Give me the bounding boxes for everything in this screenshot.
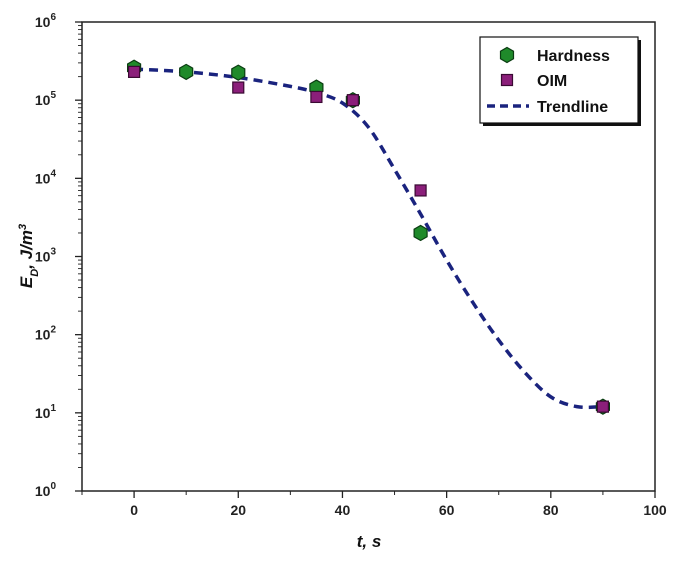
y-tick-label: 102 [35,325,57,343]
y-tick-label: 100 [35,481,57,499]
legend-label: Trendline [537,99,608,116]
x-tick-label: 0 [130,502,138,518]
x-tick-label: 80 [543,502,559,518]
axis-ticks: 0 20 40 60 80 100 100 101 102 103 104 105 106 [35,12,667,518]
y-tick-label: 105 [35,90,57,108]
oim-point [414,184,427,197]
x-tick-label: 60 [439,502,455,518]
x-tick-label: 100 [643,502,667,518]
oim-point [310,90,323,104]
trendline-curve [133,67,603,410]
legend-label: Hardness [537,48,610,65]
x-axis-title: t, s [357,532,382,551]
legend-hardness-symbol [499,46,515,64]
x-tick-label: 40 [335,502,351,518]
x-tick-label: 20 [230,502,246,518]
trendline-layer [133,67,603,410]
hardness-point [413,224,428,242]
oim-point [127,65,141,78]
y-axis-title: ED, J/m3 [17,224,41,288]
legend-oim-symbol [500,73,514,87]
y-tick-label: 104 [35,168,57,186]
legend-label: OIM [537,73,567,90]
hardness-point [179,63,194,81]
y-tick-label: 101 [35,403,57,421]
hardness-point [231,64,246,81]
oim-point [232,81,245,94]
oim-point [346,94,359,107]
oim-point [596,400,610,413]
y-tick-label: 103 [35,247,57,265]
markers-layer [126,59,611,415]
legend: Hardness OIM Trendline [479,36,641,126]
y-tick-label: 106 [35,12,57,30]
